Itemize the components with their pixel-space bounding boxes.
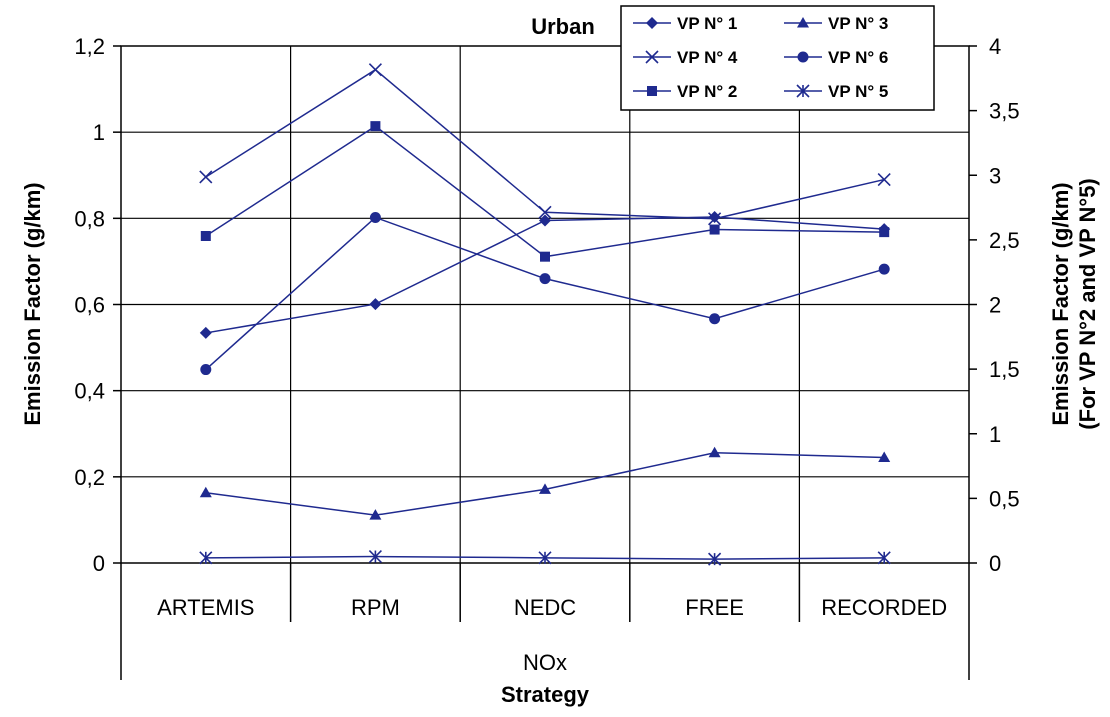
y-tick-label: 1,2	[74, 34, 105, 59]
y-axis-title: Emission Factor (g/km)	[20, 182, 45, 425]
x-axis-title: Strategy	[501, 682, 590, 707]
data-point	[368, 549, 382, 564]
x-tick-label: RECORDED	[821, 595, 947, 620]
y2-tick-label: 1	[989, 422, 1001, 447]
y-tick-label: 0	[93, 551, 105, 576]
legend-marker	[646, 17, 658, 29]
data-point	[878, 451, 891, 462]
series-line	[205, 125, 885, 258]
left-axis-ticks: 0 0,2 0,4 0,6 0,8 1 1,2	[74, 34, 121, 576]
right-axis-ticks: 0 0,5 1 1,5 2 2,5 3 3,5 4	[969, 34, 1020, 576]
data-point	[199, 486, 212, 498]
y2-tick-label: 4	[989, 34, 1001, 59]
x-group-label: NOx	[523, 650, 567, 675]
y-tick-label: 0,8	[74, 206, 105, 231]
x-tick-label: FREE	[685, 595, 744, 620]
data-point	[709, 224, 720, 235]
legend-label: VP N° 6	[828, 48, 888, 67]
x-tick-label: NEDC	[514, 595, 576, 620]
x-axis-ticks: ARTEMIS RPM NEDC FREE RECORDED	[157, 595, 947, 620]
y-tick-label: 1	[93, 120, 105, 145]
data-point	[708, 446, 721, 458]
data-point	[199, 551, 213, 565]
y-tick-label: 0,4	[74, 379, 105, 404]
data-point	[368, 63, 382, 77]
series-layer	[199, 63, 891, 566]
x-tick-label: RPM	[351, 595, 400, 620]
legend-label: VP N° 4	[677, 48, 738, 67]
data-point	[540, 251, 550, 262]
legend-item: VP N° 2	[633, 82, 737, 101]
data-point	[539, 483, 551, 494]
y2-tick-label: 0	[989, 551, 1001, 576]
series-vp-n-3	[199, 446, 891, 520]
y2-tick-label: 2	[989, 293, 1001, 318]
legend-marker	[796, 84, 810, 98]
y2-tick-label: 1,5	[989, 357, 1020, 382]
data-point	[200, 364, 212, 376]
data-point	[370, 121, 381, 132]
data-point	[199, 170, 213, 184]
chart-title: Urban	[531, 14, 595, 39]
x-tick-label: ARTEMIS	[157, 595, 254, 620]
series-vp-n-6	[200, 211, 890, 376]
series-line	[205, 216, 885, 371]
data-point	[708, 552, 722, 566]
y2-tick-label: 2,5	[989, 228, 1020, 253]
data-point	[199, 326, 212, 339]
legend: VP N° 1 VP N° 3 VP N° 4 VP N° 6 VP N° 2 VP N°…	[620, 5, 935, 111]
legend-item: VP N° 4	[633, 48, 738, 67]
data-point	[708, 211, 721, 224]
legend-label: VP N° 2	[677, 82, 737, 101]
data-point	[708, 212, 722, 226]
y2-axis-title-line1: Emission Factor (g/km)	[1048, 182, 1073, 425]
data-point	[878, 263, 890, 275]
series-vp-n-2	[200, 121, 890, 262]
legend-item: VP N° 3	[784, 14, 888, 33]
legend-marker	[797, 51, 809, 63]
x-axis-frame	[120, 563, 970, 680]
y2-tick-label: 3	[989, 163, 1001, 188]
y2-tick-label: 0,5	[989, 486, 1020, 511]
data-point	[539, 214, 551, 227]
data-point	[538, 551, 552, 565]
series-vp-n-1	[199, 211, 891, 339]
legend-label: VP N° 3	[828, 14, 888, 33]
data-point	[200, 230, 211, 241]
data-point	[369, 509, 382, 520]
legend-item: VP N° 6	[784, 48, 888, 67]
y-tick-label: 0,2	[74, 465, 105, 490]
legend-box	[620, 5, 935, 111]
y-tick-label: 0,6	[74, 293, 105, 318]
legend-marker	[797, 17, 809, 28]
legend-item: VP N° 1	[633, 14, 737, 33]
legend-label: VP N° 5	[828, 82, 888, 101]
y2-tick-label: 3,5	[989, 99, 1020, 124]
y2-axis-title-line2: (For VP N°2 and VP N°5)	[1075, 178, 1100, 430]
legend-marker	[647, 86, 657, 96]
data-point	[877, 551, 891, 565]
data-point	[539, 273, 551, 285]
series-vp-n-5	[199, 549, 891, 566]
data-point	[879, 227, 890, 238]
gridlines	[121, 46, 969, 563]
data-point	[709, 313, 721, 325]
data-point	[369, 298, 382, 311]
series-vp-n-4	[199, 63, 891, 226]
data-point	[369, 211, 381, 223]
data-point	[538, 205, 552, 219]
legend-marker	[645, 50, 659, 64]
data-point	[877, 172, 891, 187]
legend-label: VP N° 1	[677, 14, 737, 33]
legend-item: VP N° 5	[784, 82, 888, 101]
